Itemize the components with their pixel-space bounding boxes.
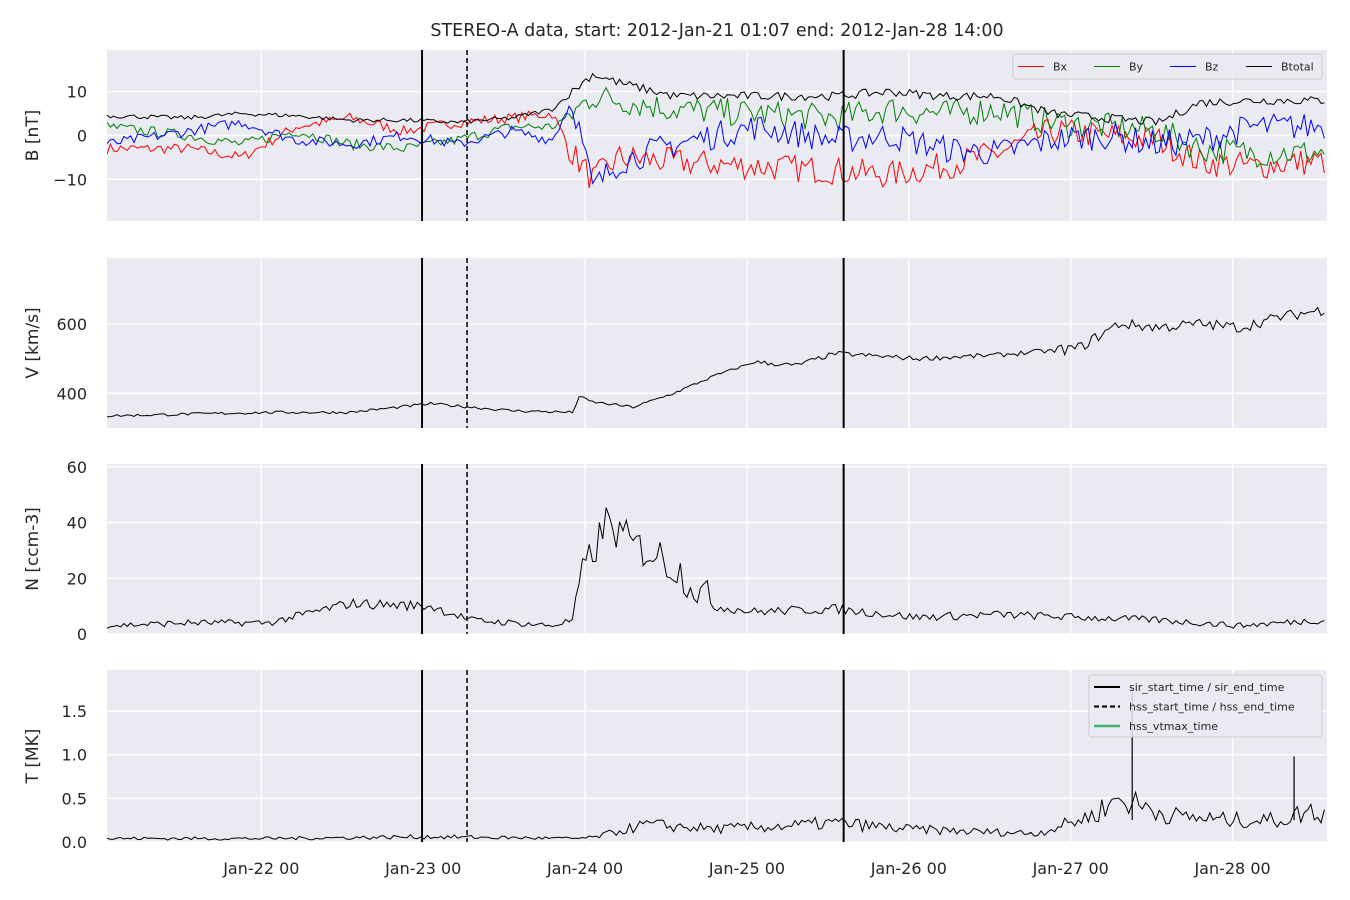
plot-area-v <box>107 258 1327 428</box>
panel-n: 0 20 40 60 N [ccm-3] <box>23 458 1327 644</box>
y-tick-label: 40 <box>67 514 87 533</box>
panels-group: −10 0 10 B [nT] Bx By Bz Btotal 400 600 V [km/s] 0 2… <box>23 50 1327 878</box>
legend-label: sir_start_time / sir_end_time <box>1129 681 1285 694</box>
legend-box <box>1012 53 1323 80</box>
legend-label-by: By <box>1129 61 1144 74</box>
series-group <box>107 507 1325 629</box>
x-tick-label: Jan-23 00 <box>384 859 461 878</box>
legend-label-bx: Bx <box>1053 61 1068 74</box>
legend-label-btotal: Btotal <box>1281 61 1314 74</box>
series-line-btotal <box>107 72 1325 126</box>
y-tick-label: 1.0 <box>62 746 87 765</box>
y-tick-label: 400 <box>56 384 87 403</box>
y-axis-label: T [MK] <box>23 729 43 785</box>
y-axis-label: V [km/s] <box>23 307 43 378</box>
panel-t: 0.0 0.5 1.0 1.5 T [MK] sir_start_time / sir_e… <box>23 670 1327 878</box>
y-tick-label: −10 <box>53 170 87 189</box>
y-axis-label: B [nT] <box>23 110 43 162</box>
y-tick-label: 0.5 <box>62 789 87 808</box>
series-line-bz <box>107 105 1325 185</box>
series-line-t <box>107 790 1325 841</box>
x-tick-label: Jan-28 00 <box>1193 859 1270 878</box>
legend-label-bz: Bz <box>1205 61 1219 74</box>
plot-area-n <box>107 464 1327 634</box>
legend-b: Bx By Bz Btotal <box>1012 53 1323 80</box>
series-group <box>107 72 1325 189</box>
y-tick-label: 600 <box>56 315 87 334</box>
y-tick-label: 10 <box>67 83 87 102</box>
chart-title: STEREO-A data, start: 2012-Jan-21 01:07 … <box>430 21 1003 41</box>
y-tick-label: 60 <box>67 458 87 477</box>
legend-box <box>1088 674 1323 738</box>
y-tick-label: 0 <box>77 625 87 644</box>
x-tick-label: Jan-25 00 <box>708 859 785 878</box>
x-tick-label: Jan-24 00 <box>546 859 623 878</box>
y-axis-label: N [ccm-3] <box>23 507 43 591</box>
y-tick-label: 0 <box>77 127 87 146</box>
y-tick-label: 1.5 <box>62 702 87 721</box>
series-line-v <box>107 306 1325 418</box>
legend-label: hss_start_time / hss_end_time <box>1129 701 1295 714</box>
series-group <box>107 306 1325 418</box>
y-tick-label: 0.0 <box>62 833 87 852</box>
legend-label: hss_vtmax_time <box>1129 720 1218 733</box>
series-line-n <box>107 507 1325 629</box>
panel-v: 400 600 V [km/s] <box>23 258 1327 428</box>
x-tick-label: Jan-27 00 <box>1032 859 1109 878</box>
panel-b: −10 0 10 B [nT] Bx By Bz Btotal <box>23 50 1327 221</box>
series-line-bx <box>107 110 1325 189</box>
legend-t: sir_start_time / sir_end_time hss_start_t… <box>1088 674 1323 738</box>
y-tick-label: 20 <box>67 569 87 588</box>
series-line-by <box>107 86 1325 168</box>
x-tick-label: Jan-26 00 <box>870 859 947 878</box>
x-tick-label: Jan-22 00 <box>222 859 299 878</box>
